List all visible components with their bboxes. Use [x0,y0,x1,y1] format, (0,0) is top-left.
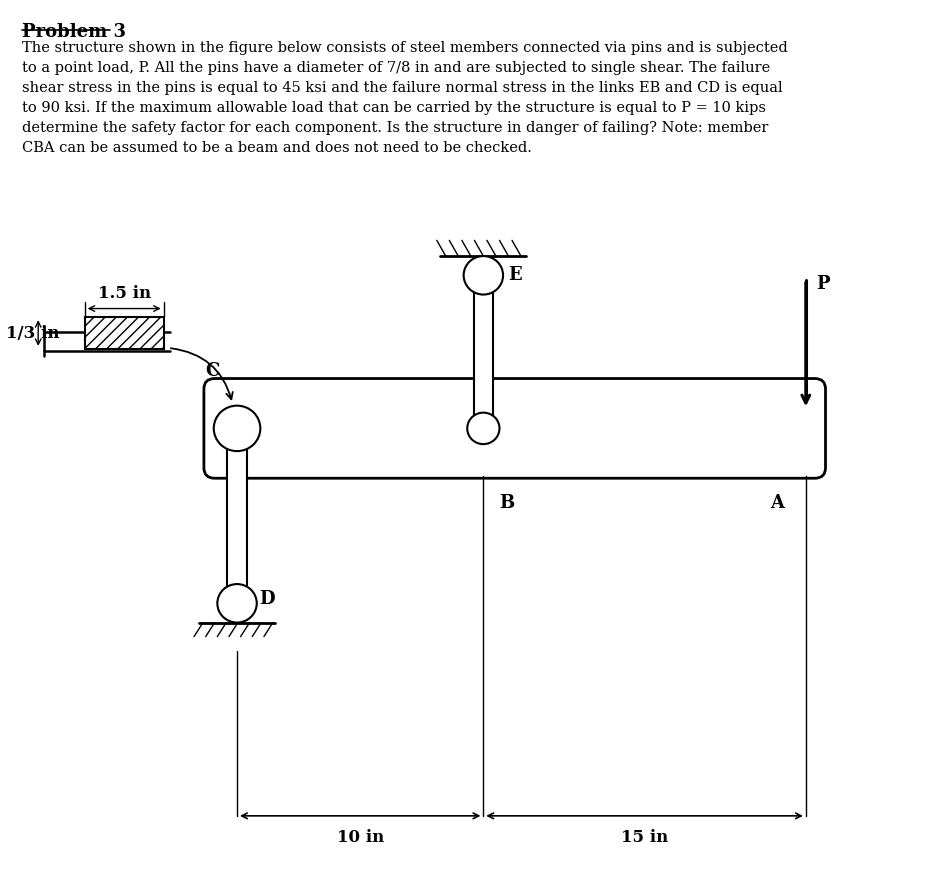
Text: A: A [770,494,784,512]
Bar [227,424,247,603]
Text: 1.5 in: 1.5 in [98,284,151,302]
Text: The structure shown in the figure below consists of steel members connected via : The structure shown in the figure below … [22,41,788,155]
Text: 15 in: 15 in [621,829,668,846]
Bar [84,317,163,349]
FancyBboxPatch shape [204,379,826,479]
Text: C: C [206,362,220,381]
Circle shape [214,405,260,451]
Circle shape [467,412,499,444]
Circle shape [217,584,257,623]
Text: D: D [259,590,275,608]
Circle shape [464,256,503,295]
Text: 10 in: 10 in [337,829,383,846]
Text: Problem 3: Problem 3 [22,24,126,42]
Text: P: P [816,275,830,293]
Text: 1/3 in: 1/3 in [6,325,60,342]
Text: B: B [499,494,514,512]
FancyArrowPatch shape [171,348,233,399]
Bar [474,275,493,433]
Text: E: E [509,267,522,284]
